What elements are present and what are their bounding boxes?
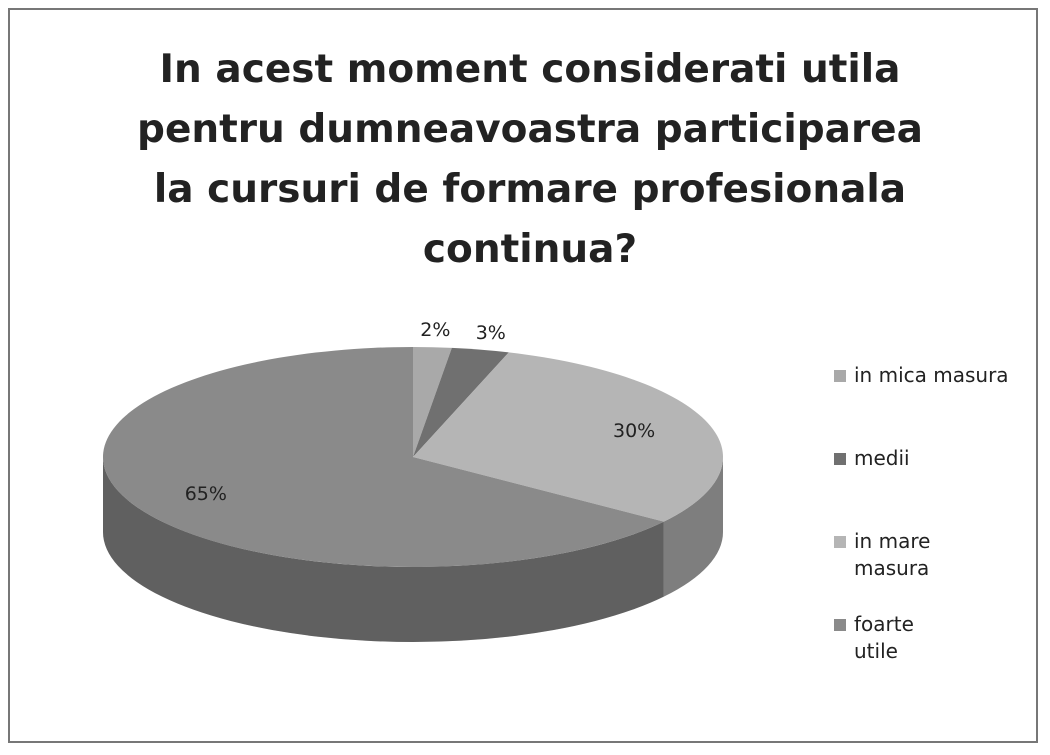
chart-frame bbox=[8, 8, 1038, 743]
slice bbox=[413, 346, 452, 457]
slice-side bbox=[663, 457, 723, 597]
data-label: 2% bbox=[420, 319, 450, 341]
slice bbox=[413, 352, 723, 522]
data-label: 65% bbox=[185, 483, 227, 505]
legend-swatch bbox=[834, 619, 846, 631]
legend-swatch bbox=[834, 536, 846, 548]
legend-label: in mica masura bbox=[854, 363, 1009, 387]
legend-swatch bbox=[834, 453, 846, 465]
slice-side bbox=[103, 457, 664, 642]
legend-entry: in mare masura bbox=[832, 528, 964, 611]
slice bbox=[102, 346, 664, 567]
legend-label: medii bbox=[854, 446, 910, 470]
data-label: 30% bbox=[613, 420, 655, 442]
legend: in mica masura medii in mare masura foarte … bbox=[832, 362, 1032, 694]
slice bbox=[413, 347, 509, 457]
slice-side-shade bbox=[663, 457, 723, 597]
chart-title: In acest moment considerati utila pentru… bbox=[137, 47, 923, 272]
legend-label: in mare masura bbox=[854, 529, 931, 580]
slice-side-shade bbox=[103, 457, 664, 642]
legend-entry: foarte utile bbox=[832, 611, 964, 694]
legend-label: foarte utile bbox=[854, 612, 914, 663]
legend-swatch bbox=[834, 370, 846, 382]
legend-entry: medii bbox=[832, 445, 1050, 528]
legend-entry: in mica masura bbox=[832, 362, 1050, 445]
data-label: 3% bbox=[476, 322, 506, 344]
